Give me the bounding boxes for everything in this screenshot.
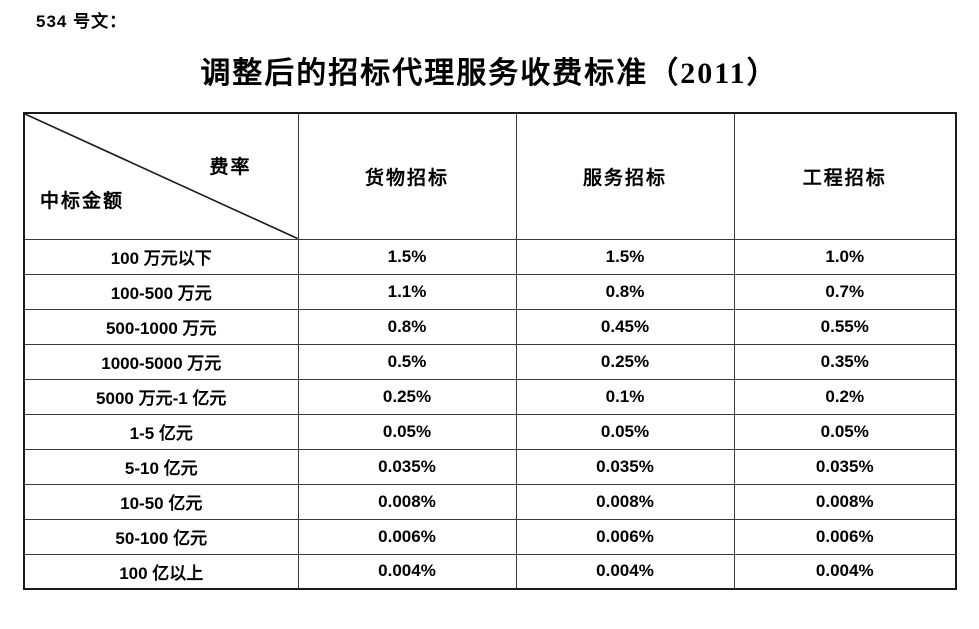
table-header-row: 费率 中标金额 货物招标 服务招标 工程招标 (23, 112, 957, 240)
corner-label-rate: 费率 (209, 157, 252, 178)
fee-cell: 0.35% (733, 343, 957, 380)
fee-cell: 0.7% (733, 273, 957, 310)
column-header-services: 服务招标 (515, 112, 735, 240)
table-row: 100-500 万元 1.1% 0.8% 0.7% (23, 273, 957, 310)
fee-cell: 0.05% (733, 413, 957, 450)
fee-cell: 0.8% (297, 308, 517, 345)
corner-label-bid-amount: 中标金额 (40, 191, 125, 212)
fee-cell: 1.5% (515, 238, 735, 275)
row-label: 50-100 亿元 (23, 518, 299, 555)
table-row: 5000 万元-1 亿元 0.25% 0.1% 0.2% (23, 378, 957, 415)
fee-cell: 0.008% (733, 483, 957, 520)
corner-header-cell: 费率 中标金额 (23, 112, 299, 240)
fee-cell: 0.45% (515, 308, 735, 345)
fee-rate-table: 费率 中标金额 货物招标 服务招标 工程招标 100 万元以下 1.5% 1.5… (23, 112, 957, 590)
column-header-engineering: 工程招标 (733, 112, 957, 240)
fee-cell: 0.035% (733, 448, 957, 485)
table-row: 50-100 亿元 0.006% 0.006% 0.006% (23, 518, 957, 555)
fee-cell: 0.006% (297, 518, 517, 555)
fee-cell: 1.5% (297, 238, 517, 275)
table-row: 1-5 亿元 0.05% 0.05% 0.05% (23, 413, 957, 450)
fee-cell: 0.004% (515, 553, 735, 590)
fee-cell: 0.25% (515, 343, 735, 380)
fee-cell: 0.035% (515, 448, 735, 485)
fee-cell: 0.05% (297, 413, 517, 450)
row-label: 100 万元以下 (23, 238, 299, 275)
table-row: 100 万元以下 1.5% 1.5% 1.0% (23, 238, 957, 275)
fee-cell: 0.5% (297, 343, 517, 380)
row-label: 100-500 万元 (23, 273, 299, 310)
fee-cell: 0.55% (733, 308, 957, 345)
fee-cell: 0.004% (297, 553, 517, 590)
fee-cell: 0.05% (515, 413, 735, 450)
fee-cell: 1.1% (297, 273, 517, 310)
doc-number-label: 534 号文： (36, 12, 128, 31)
column-header-goods: 货物招标 (297, 112, 517, 240)
row-label: 10-50 亿元 (23, 483, 299, 520)
fee-cell: 0.006% (515, 518, 735, 555)
fee-cell: 0.006% (733, 518, 957, 555)
row-label: 100 亿以上 (23, 553, 299, 590)
row-label: 1-5 亿元 (23, 413, 299, 450)
fee-cell: 0.008% (297, 483, 517, 520)
fee-cell: 0.004% (733, 553, 957, 590)
row-label: 5-10 亿元 (23, 448, 299, 485)
fee-cell: 0.035% (297, 448, 517, 485)
row-label: 5000 万元-1 亿元 (23, 378, 299, 415)
table-row: 500-1000 万元 0.8% 0.45% 0.55% (23, 308, 957, 345)
fee-cell: 1.0% (733, 238, 957, 275)
table-row: 10-50 亿元 0.008% 0.008% 0.008% (23, 483, 957, 520)
page-title: 调整后的招标代理服务收费标准（2011） (200, 57, 779, 90)
fee-cell: 0.2% (733, 378, 957, 415)
table-row: 100 亿以上 0.004% 0.004% 0.004% (23, 553, 957, 590)
table-row: 5-10 亿元 0.035% 0.035% 0.035% (23, 448, 957, 485)
diagonal-divider-line (25, 114, 298, 239)
fee-cell: 0.8% (515, 273, 735, 310)
fee-cell: 0.1% (515, 378, 735, 415)
fee-cell: 0.25% (297, 378, 517, 415)
row-label: 500-1000 万元 (23, 308, 299, 345)
table-row: 1000-5000 万元 0.5% 0.25% 0.35% (23, 343, 957, 380)
row-label: 1000-5000 万元 (23, 343, 299, 380)
fee-cell: 0.008% (515, 483, 735, 520)
